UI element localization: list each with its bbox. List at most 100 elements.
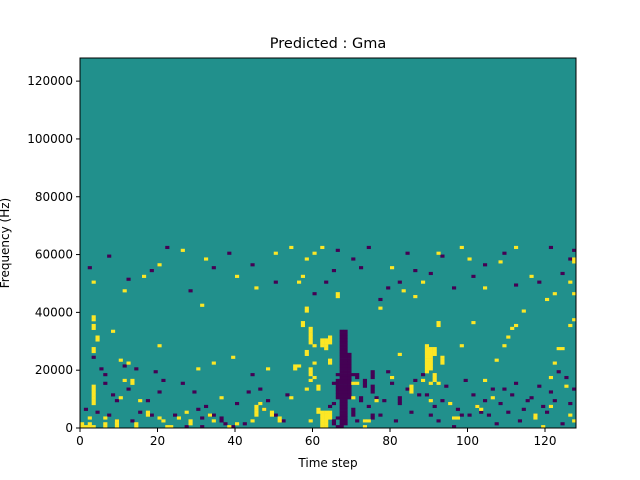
heatmap-cell-high — [351, 396, 356, 400]
heatmap-cell-low — [343, 387, 348, 391]
heatmap-cell-low — [200, 416, 205, 420]
heatmap-cell-high — [91, 384, 96, 388]
heatmap-cell-high — [448, 401, 453, 406]
heatmap-cell-high — [91, 347, 96, 351]
heatmap-cell-low — [87, 266, 92, 270]
heatmap-cell-high — [130, 378, 135, 382]
heatmap-cell-high — [479, 407, 484, 411]
heatmap-cell-low — [339, 378, 344, 382]
heatmap-cell-high — [320, 416, 325, 420]
heatmap-cell-high — [428, 361, 433, 365]
heatmap-cell-high — [91, 323, 96, 328]
heatmap-cell-low — [339, 387, 344, 391]
heatmap-cell-high — [254, 413, 259, 417]
heatmap-cell-low — [362, 384, 368, 388]
heatmap-cell-low — [339, 367, 344, 371]
heatmap-cell-high — [277, 419, 282, 423]
heatmap-cell-high — [548, 375, 554, 380]
heatmap-cell-high — [308, 419, 313, 423]
heatmap-cell-low — [173, 413, 178, 417]
heatmap-cell-low — [483, 263, 488, 267]
heatmap-cell-low — [386, 286, 391, 290]
heatmap-cell-high — [424, 361, 430, 365]
heatmap-cell-low — [393, 419, 399, 423]
heatmap-cell-high — [87, 416, 92, 420]
heatmap-cell-high — [308, 370, 313, 374]
heatmap-cell-low — [339, 425, 344, 429]
heatmap-cell-low — [343, 329, 348, 333]
x-axis: 0 20 40 60 80 100 120 — [76, 428, 556, 448]
heatmap-cell-low — [514, 381, 519, 385]
heatmap-cell-low — [343, 401, 348, 406]
heatmap-cell-high — [300, 274, 306, 278]
heatmap-cell-high — [250, 419, 255, 423]
heatmap-cell-high — [459, 344, 464, 348]
heatmap-cell-low — [370, 387, 375, 391]
heatmap-cell-high — [428, 358, 433, 362]
heatmap-cell-low — [397, 280, 402, 284]
heatmap-cell-high — [130, 381, 135, 385]
heatmap-cell-low — [452, 286, 457, 290]
heatmap-cell-high — [196, 367, 201, 371]
heatmap-cell-high — [308, 329, 313, 333]
heatmap-cell-high — [258, 401, 263, 406]
heatmap-cell-low — [343, 361, 348, 365]
heatmap-cell-high — [424, 364, 430, 368]
heatmap-cell-high — [308, 332, 313, 336]
heatmap-cell-low — [126, 277, 131, 281]
heatmap-cell-high — [114, 422, 120, 426]
heatmap-cell-high — [91, 387, 96, 391]
heatmap-cell-low — [343, 338, 348, 342]
heatmap-cell-low — [339, 344, 344, 348]
heatmap-cell-high — [235, 274, 240, 278]
heatmap-cell-high — [103, 416, 108, 420]
heatmap-cell-low — [378, 413, 383, 417]
heatmap-cell-high — [556, 347, 561, 351]
heatmap-cell-high — [432, 375, 437, 380]
heatmap-cell-low — [211, 413, 216, 417]
heatmap-cell-low — [417, 393, 422, 397]
heatmap-cell-low — [560, 271, 565, 276]
heatmap-cell-high — [459, 245, 464, 250]
heatmap-cell-low — [339, 358, 344, 362]
plot-frame — [79, 57, 577, 429]
heatmap-cell-low — [370, 413, 375, 417]
heatmap-cell-low — [459, 413, 464, 417]
heatmap-cell-high — [308, 378, 313, 382]
heatmap-cell-high — [180, 248, 185, 252]
heatmap-cell-high — [308, 338, 313, 342]
heatmap-cell-low — [347, 378, 352, 382]
heatmap-cell-low — [343, 367, 348, 371]
x-axis-label: Time step — [297, 456, 357, 470]
heatmap-cell-low — [343, 410, 348, 414]
heatmap-cell-high — [211, 361, 216, 365]
heatmap-cell-high — [324, 347, 329, 351]
heatmap-cell-high — [401, 289, 406, 293]
heatmap-cell-high — [424, 355, 430, 359]
heatmap-cell-low — [440, 399, 445, 403]
heatmap-cell-high — [409, 390, 414, 394]
heatmap-cell-low — [335, 416, 340, 420]
heatmap-cell-low — [281, 419, 286, 423]
heatmap-cell-high — [188, 419, 193, 423]
heatmap-cell-high — [413, 295, 418, 299]
heatmap-cell-low — [285, 393, 290, 397]
heatmap-cell-high — [428, 349, 433, 354]
heatmap-cell-high — [161, 419, 166, 423]
heatmap-cell-high — [514, 323, 519, 328]
heatmap-cell-high — [227, 425, 232, 429]
heatmap-cell-high — [254, 407, 259, 411]
heatmap-cell-high — [114, 419, 120, 423]
heatmap-cell-low — [467, 413, 472, 417]
heatmap-cell-low — [347, 355, 352, 359]
heatmap-cell-low — [483, 399, 488, 403]
heatmap-cell-low — [339, 410, 344, 414]
heatmap-cell-high — [440, 358, 445, 362]
heatmap-cell-high — [436, 251, 441, 255]
heatmap-cell-low — [335, 393, 340, 397]
heatmap-cell-high — [355, 381, 360, 385]
heatmap-cell-high — [316, 410, 321, 414]
heatmap-cell-high — [572, 419, 577, 423]
heatmap-cell-low — [494, 422, 499, 426]
heatmap-cell-high — [428, 355, 433, 359]
